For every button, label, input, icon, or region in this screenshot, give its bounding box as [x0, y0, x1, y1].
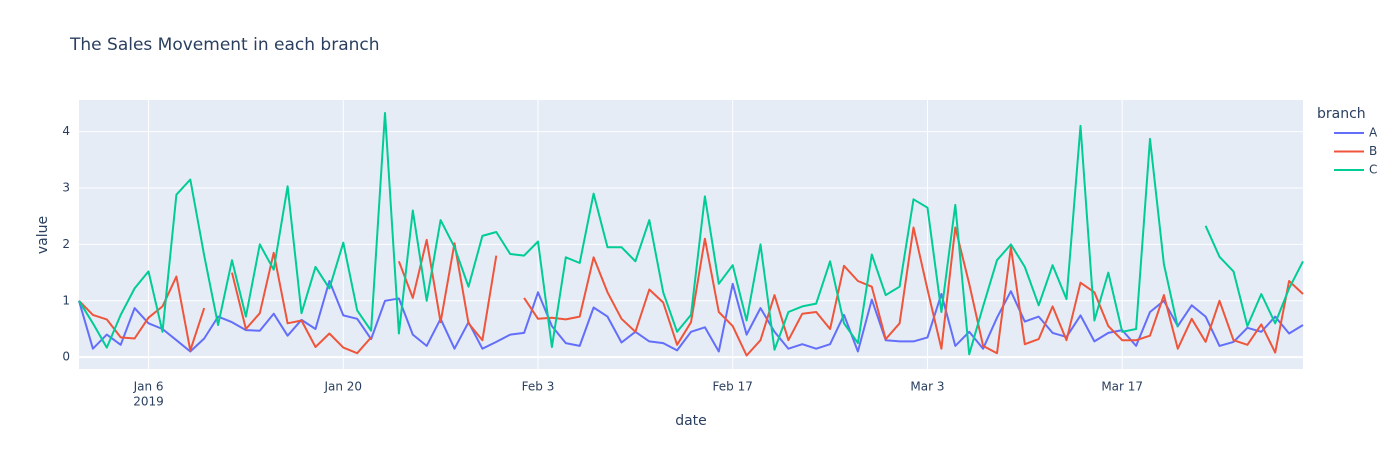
x-tick-label: Jan 20 — [323, 380, 362, 394]
x-tick-label: Feb 3 — [522, 380, 555, 394]
x-tick-label: Mar 17 — [1101, 380, 1143, 394]
y-tick-label: 3 — [62, 180, 70, 194]
line-series — [78, 280, 1304, 353]
chart-title: The Sales Movement in each branch — [69, 35, 380, 55]
legend-title: branch — [1317, 106, 1366, 122]
plot-area — [79, 100, 1303, 369]
grid — [79, 100, 1303, 369]
x-tick-label: Mar 3 — [910, 380, 944, 394]
x-tick-label: Feb 17 — [713, 380, 753, 394]
y-tick-label: 2 — [62, 237, 70, 251]
y-tick-label: 4 — [62, 124, 70, 138]
line-series — [78, 226, 1304, 357]
line-series — [78, 112, 1304, 356]
legend-label: A — [1369, 126, 1378, 140]
legend-label: B — [1369, 144, 1377, 158]
y-tick-label: 0 — [62, 350, 70, 364]
y-tick-label: 1 — [62, 293, 70, 307]
x-tick-label: Jan 6 — [133, 380, 164, 394]
x-year-label: 2019 — [133, 395, 164, 409]
legend-label: C — [1369, 163, 1377, 177]
lines — [78, 112, 1304, 357]
y-axis-title: value — [35, 216, 51, 254]
x-axis-title: date — [675, 413, 707, 429]
